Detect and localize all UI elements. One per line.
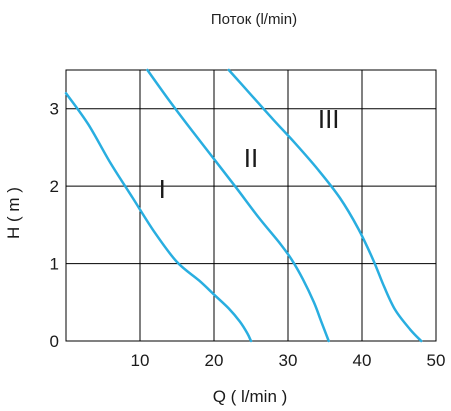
y-tick-label: 3 [50, 100, 59, 119]
series-line-ii [146, 68, 330, 343]
x-tick-label: 50 [427, 351, 446, 370]
chart-title: Поток (l/min) [211, 11, 297, 28]
y-tick-label: 0 [50, 332, 59, 351]
series-label-iii: III [318, 104, 340, 134]
series-line-i [64, 91, 253, 343]
x-tick-label: 20 [205, 351, 224, 370]
x-tick-label: 40 [353, 351, 372, 370]
x-tick-label: 30 [279, 351, 298, 370]
y-tick-label: 1 [50, 255, 59, 274]
series-line-iii [227, 68, 423, 343]
pump-curves [64, 68, 423, 343]
tick-labels: 10 20 30 40 50 0 1 2 3 [50, 100, 446, 370]
y-tick-label: 2 [50, 177, 59, 196]
series-label-ii: II [244, 143, 258, 173]
x-tick-label: 10 [131, 351, 150, 370]
y-axis-label: H ( m ) [4, 187, 23, 239]
series-label-i: I [159, 174, 166, 204]
x-axis-label: Q ( l/min ) [213, 387, 288, 406]
